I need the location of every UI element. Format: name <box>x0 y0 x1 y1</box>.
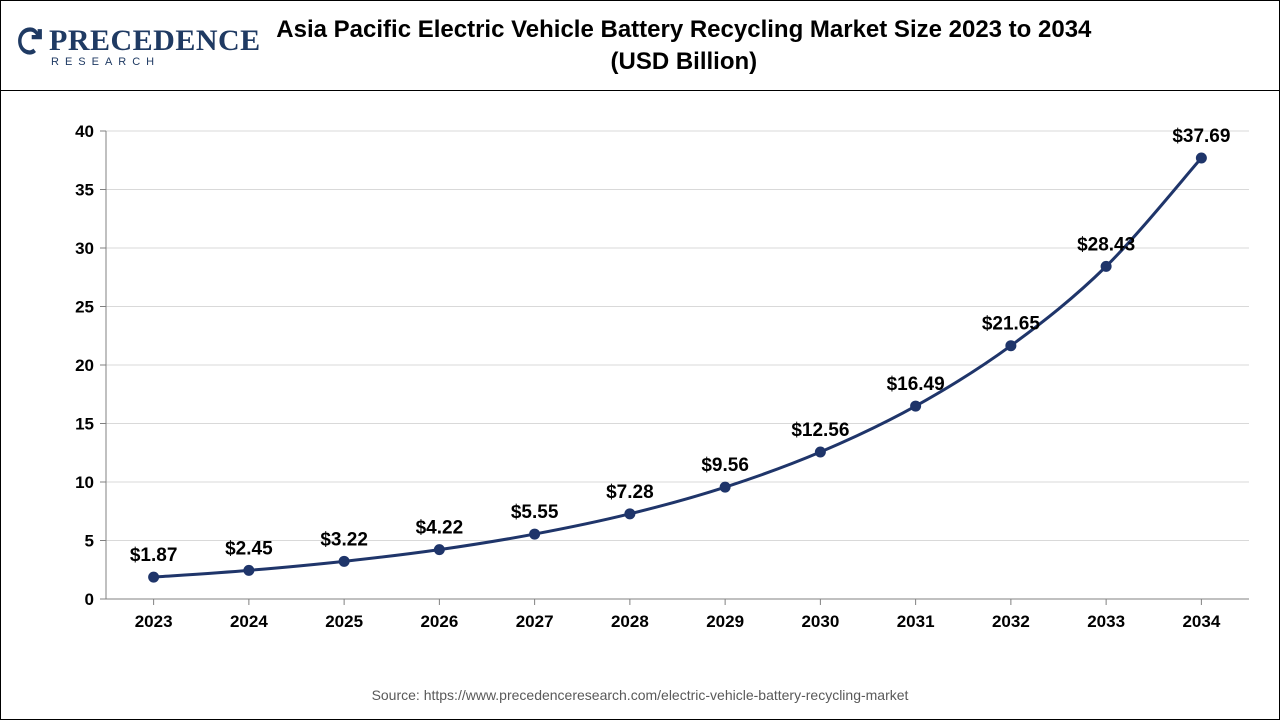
data-label: $16.49 <box>887 374 945 395</box>
x-tick-label: 2026 <box>420 612 458 631</box>
y-tick-label: 20 <box>75 356 94 375</box>
x-tick-label: 2024 <box>230 612 268 631</box>
y-tick-label: 5 <box>85 532 94 551</box>
data-label: $5.55 <box>511 502 559 523</box>
data-label: $37.69 <box>1172 126 1230 147</box>
title-line-1: Asia Pacific Electric Vehicle Battery Re… <box>276 16 1091 43</box>
precedence-icon <box>13 24 47 58</box>
header-band: PRECEDENCE RESEARCH Asia Pacific Electri… <box>1 1 1279 91</box>
x-tick-label: 2033 <box>1087 612 1125 631</box>
y-tick-label: 30 <box>75 239 94 258</box>
chart-title: Asia Pacific Electric Vehicle Battery Re… <box>261 14 1267 76</box>
x-tick-label: 2032 <box>992 612 1030 631</box>
x-tick-label: 2023 <box>135 612 173 631</box>
x-tick-label: 2031 <box>897 612 935 631</box>
line-chart: 0510152025303540202320242025202620272028… <box>1 91 1279 719</box>
y-tick-label: 25 <box>75 298 94 317</box>
data-marker <box>530 529 540 539</box>
brand-logo: PRECEDENCE RESEARCH <box>13 24 261 68</box>
x-tick-label: 2034 <box>1182 612 1220 631</box>
data-marker <box>911 401 921 411</box>
data-marker <box>1196 153 1206 163</box>
y-tick-label: 15 <box>75 415 94 434</box>
chart-frame: PRECEDENCE RESEARCH Asia Pacific Electri… <box>0 0 1280 720</box>
source-citation: Source: https://www.precedenceresearch.c… <box>1 687 1279 703</box>
x-tick-label: 2030 <box>801 612 839 631</box>
data-marker <box>720 482 730 492</box>
chart-zone: 0510152025303540202320242025202620272028… <box>1 91 1279 719</box>
data-label: $1.87 <box>130 545 178 566</box>
x-tick-label: 2027 <box>516 612 554 631</box>
logo-name: PRECEDENCE <box>49 24 261 58</box>
data-marker <box>1006 341 1016 351</box>
data-marker <box>625 509 635 519</box>
data-label: $2.45 <box>225 538 273 559</box>
x-tick-label: 2025 <box>325 612 363 631</box>
y-tick-label: 35 <box>75 181 94 200</box>
data-marker <box>149 572 159 582</box>
data-label: $4.22 <box>416 518 464 539</box>
x-tick-label: 2029 <box>706 612 744 631</box>
y-tick-label: 40 <box>75 122 94 141</box>
data-marker <box>815 447 825 457</box>
data-label: $12.56 <box>791 420 849 441</box>
data-label: $3.22 <box>320 529 368 550</box>
title-line-2: (USD Billion) <box>611 48 758 75</box>
data-label: $9.56 <box>701 455 749 476</box>
data-marker <box>1101 261 1111 271</box>
data-marker <box>339 556 349 566</box>
y-tick-label: 0 <box>85 590 94 609</box>
data-label: $28.43 <box>1077 234 1135 255</box>
data-marker <box>434 545 444 555</box>
series-line <box>154 158 1202 577</box>
data-marker <box>244 565 254 575</box>
data-label: $7.28 <box>606 482 654 503</box>
data-label: $21.65 <box>982 314 1041 335</box>
x-tick-label: 2028 <box>611 612 649 631</box>
y-tick-label: 10 <box>75 473 94 492</box>
